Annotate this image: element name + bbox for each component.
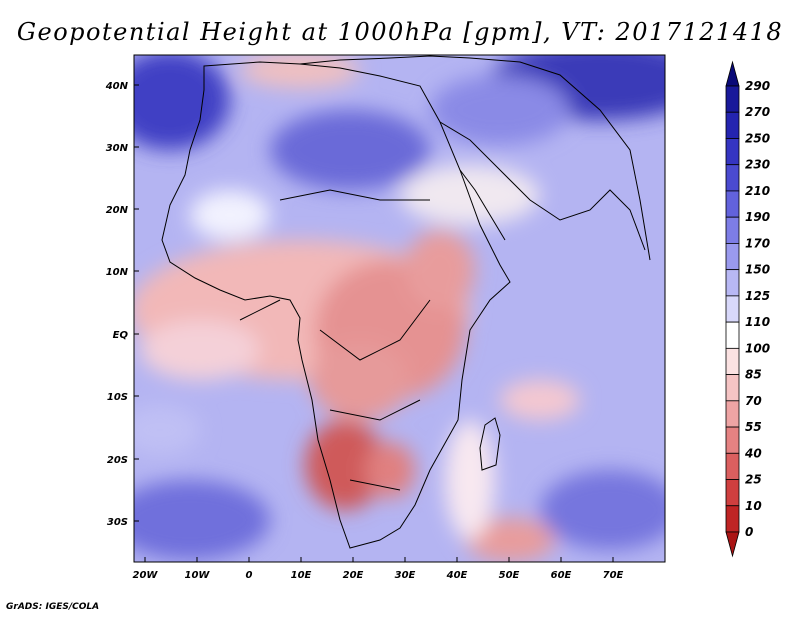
colorbar-label: 0: [745, 525, 753, 539]
colorbar-label: 85: [745, 368, 762, 382]
axis-ticks: [134, 84, 614, 562]
y-tick-label: 20S: [107, 455, 128, 466]
colorbar-label: 10: [745, 499, 762, 513]
y-tick-label: 10N: [106, 267, 129, 278]
colorbar-segment: [725, 60, 740, 87]
colorbar-segment: [725, 426, 740, 454]
x-tick-label: 20W: [133, 570, 159, 581]
colorbar-segment: [725, 111, 740, 139]
colorbar-segment: [725, 347, 740, 375]
colorbar-label: 150: [745, 263, 770, 277]
colorbar-segment: [725, 452, 740, 480]
x-axis-labels: 20W 10W 0 10E 20E 30E 40E 50E 60E 70E: [133, 570, 624, 581]
credit-text: GrADS: IGES/COLA: [6, 602, 100, 612]
coastline: [161, 55, 651, 549]
x-tick-label: 50E: [499, 570, 520, 581]
colorbar-label: 110: [745, 315, 770, 329]
x-tick-label: 60E: [551, 570, 572, 581]
colorbar-segment: [725, 505, 740, 533]
y-tick-label: 30N: [106, 143, 129, 154]
x-tick-label: 70E: [603, 570, 624, 581]
x-tick-label: 20E: [343, 570, 364, 581]
y-tick-label: EQ: [113, 330, 129, 341]
colorbar-segment: [725, 374, 740, 402]
colorbar-label: 230: [745, 158, 770, 172]
colorbar-label: 250: [745, 131, 770, 145]
x-tick-label: 10E: [291, 570, 312, 581]
colorbar-label: 25: [745, 473, 762, 487]
map-frame: [133, 54, 666, 563]
colorbar-segment: [725, 321, 740, 349]
colorbar-label: 55: [745, 420, 762, 434]
map-field: [134, 55, 665, 562]
colorbar-segment: [725, 479, 740, 507]
colorbar-label: 125: [745, 289, 770, 303]
chart-title: Geopotential Height at 1000hPa [gpm], VT…: [16, 18, 784, 46]
x-tick-label: 0: [246, 570, 253, 581]
colorbar-label: 190: [745, 210, 770, 224]
colorbar-label: 270: [745, 105, 770, 119]
colorbar-segment: [725, 295, 740, 323]
colorbar-label: 70: [745, 394, 762, 408]
y-tick-label: 40N: [105, 81, 129, 92]
y-tick-label: 10S: [107, 392, 128, 403]
x-tick-label: 40E: [446, 570, 468, 581]
colorbar-label: 170: [745, 236, 770, 250]
y-axis-labels: 40N 30N 20N 10N EQ 10S 20S 30S: [105, 81, 129, 528]
colorbar-segment: [725, 164, 740, 192]
colorbar: 2902702502302101901701501251101008570554…: [725, 60, 770, 558]
colorbar-label: 290: [745, 79, 770, 93]
colorbar-segment: [725, 190, 740, 218]
x-tick-label: 30E: [395, 570, 416, 581]
colorbar-segment: [725, 269, 740, 297]
y-tick-label: 30S: [107, 517, 128, 528]
colorbar-segment: [725, 243, 740, 271]
y-tick-label: 20N: [106, 205, 129, 216]
colorbar-label: 40: [744, 446, 762, 460]
colorbar-segment: [725, 216, 740, 244]
colorbar-segment: [725, 531, 740, 558]
colorbar-segment: [725, 400, 740, 428]
colorbar-label: 100: [745, 341, 770, 355]
colorbar-segment: [725, 138, 740, 166]
colorbar-segment: [725, 85, 740, 113]
colorbar-label: 210: [745, 184, 770, 198]
x-tick-label: 10W: [185, 570, 211, 581]
